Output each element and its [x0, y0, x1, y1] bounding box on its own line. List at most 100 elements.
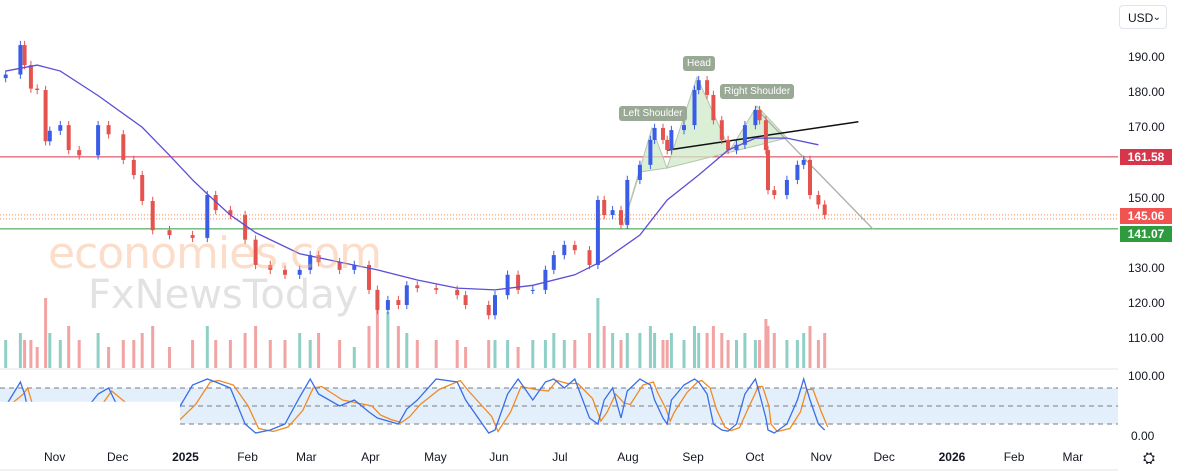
candle-body [705, 80, 710, 95]
candle-body [637, 164, 642, 180]
volume-bar [705, 333, 709, 368]
volume-bar [308, 340, 312, 368]
left-shoulder-label: Left Shoulder [619, 106, 687, 121]
volume-bar [802, 333, 806, 368]
candle-body [96, 125, 101, 156]
candle-body [719, 120, 724, 140]
candle-body [58, 125, 63, 131]
volume-bar [816, 340, 820, 368]
chevron-down-icon: ⌄ [1152, 12, 1161, 23]
volume-bar [766, 326, 770, 368]
volume-bar [132, 340, 136, 368]
volume-bar [588, 333, 591, 368]
candle-body [801, 159, 806, 165]
head-label: Head [683, 56, 715, 71]
candle-body [140, 175, 145, 202]
candle-body [28, 65, 33, 89]
volume-bar [18, 333, 22, 368]
volume-bar [772, 333, 776, 368]
volume-bar [415, 340, 419, 368]
currency-selector[interactable]: USD ⌄ [1119, 5, 1167, 29]
volume-bar [764, 319, 768, 368]
candle-body [47, 130, 52, 142]
time-tick-label: Feb [1003, 450, 1025, 464]
candle-body [455, 289, 460, 296]
volume-bar [352, 347, 356, 368]
volume-bar [665, 340, 669, 368]
candle-body [352, 264, 357, 270]
candle-body [190, 235, 195, 238]
candle-body [283, 269, 287, 275]
candle-body [297, 269, 302, 275]
volume-bar [682, 340, 686, 368]
candle-body [661, 127, 665, 140]
candle-body [228, 210, 233, 216]
volume-bar [758, 340, 762, 368]
volume-bar [58, 340, 62, 368]
candle-body [43, 90, 48, 142]
volume-bar [808, 326, 812, 368]
candle-body [3, 74, 8, 79]
candle-body [753, 110, 758, 126]
volume-bar [611, 333, 615, 368]
time-tick-label: May [424, 450, 447, 464]
stochastic-mask [0, 401, 180, 433]
candle-body [757, 110, 762, 121]
price-tick-label: 120.00 [1128, 295, 1165, 310]
volume-bar [669, 333, 673, 368]
candle-body [385, 300, 390, 310]
chart-canvas[interactable] [0, 0, 1118, 475]
candle-body [337, 262, 342, 270]
candle-body [167, 230, 172, 236]
volume-bar [298, 333, 302, 368]
volume-bar [573, 340, 577, 368]
candle-body [562, 244, 567, 256]
volume-bar [121, 340, 125, 368]
volume-bar [140, 333, 144, 368]
gear-icon[interactable]: ⛭ [1143, 450, 1156, 467]
time-tick-label: Feb [237, 450, 258, 464]
volume-bar [753, 340, 757, 368]
volume-bar [823, 333, 827, 368]
watermark-economies: economies.com [48, 228, 382, 279]
time-tick-label: Mar [296, 450, 317, 464]
candle-body [375, 289, 380, 310]
volume-bar [455, 340, 459, 368]
candle-body [772, 190, 777, 196]
candle-body [106, 125, 111, 135]
candle-body [66, 125, 71, 151]
volume-bar [96, 333, 100, 368]
candle-body [711, 94, 716, 121]
time-tick-label: Mar [1062, 450, 1084, 464]
stochastic-tick-label: 0.00 [1131, 429, 1155, 443]
volume-bar [338, 340, 342, 368]
time-tick-label: Aug [617, 450, 639, 464]
candle-body [22, 45, 27, 66]
volume-bar [205, 326, 209, 368]
candle-body [795, 164, 800, 180]
candle-body [530, 289, 535, 291]
candle-body [648, 139, 653, 165]
candle-body [35, 88, 40, 91]
price-tick-label: 110.00 [1128, 331, 1164, 345]
volume-bar [44, 298, 48, 368]
volume-bar [168, 347, 171, 368]
volume-bar [77, 340, 81, 368]
candle-body [505, 274, 510, 296]
candle-body [652, 127, 657, 140]
volume-bar [648, 326, 652, 368]
candle-body [763, 120, 768, 151]
candle-body [243, 215, 248, 240]
price-tick-label: 130.00 [1128, 260, 1165, 275]
candle-body [316, 255, 321, 263]
candle-body [396, 300, 401, 305]
volume-bar [317, 333, 321, 368]
volume-bar [693, 326, 696, 368]
candle-body [696, 80, 701, 91]
volume-bar [487, 340, 491, 368]
candle-body [572, 244, 577, 251]
price-tick-label: 180.00 [1128, 85, 1165, 100]
volume-bar [711, 326, 715, 368]
candle-body [516, 274, 521, 290]
candle-body [551, 255, 556, 270]
